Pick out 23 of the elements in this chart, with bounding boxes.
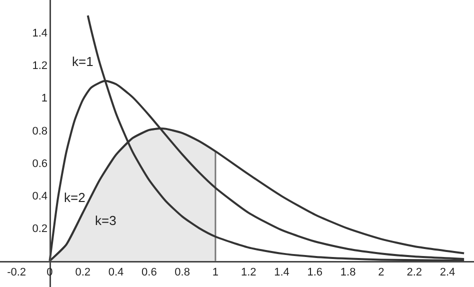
x-tick-label: 1.8	[340, 266, 356, 279]
y-tick-label: 0.8	[32, 125, 48, 138]
series-label: k=1	[72, 54, 94, 69]
x-tick-label: 2.4	[440, 266, 456, 279]
x-tick-label: 0.8	[174, 266, 190, 279]
series-label: k=2	[64, 190, 86, 205]
x-tick-label: 1.2	[240, 266, 256, 279]
x-tick-label: 2.2	[406, 266, 422, 279]
series-label: k=3	[95, 213, 116, 228]
x-tick-label: 0.4	[108, 266, 124, 279]
x-tick-label: 1.4	[274, 266, 290, 279]
x-tick-label: 0.6	[142, 266, 157, 279]
y-tick-label: 1.2	[32, 60, 48, 72]
y-tick-label: 0.4	[32, 190, 48, 203]
y-tick-label: 0.2	[32, 223, 48, 236]
x-tick-label: 1	[212, 266, 219, 279]
y-tick-label: 1.4	[32, 27, 48, 40]
x-tick-label: 2	[378, 266, 384, 279]
x-tick-label: 1.6	[307, 266, 323, 279]
x-tick-label: -0.2	[7, 266, 26, 279]
x-tick-label: 0.2	[75, 266, 91, 279]
y-tick-label: 1	[41, 92, 48, 105]
y-tick-label: 0.6	[32, 158, 48, 170]
